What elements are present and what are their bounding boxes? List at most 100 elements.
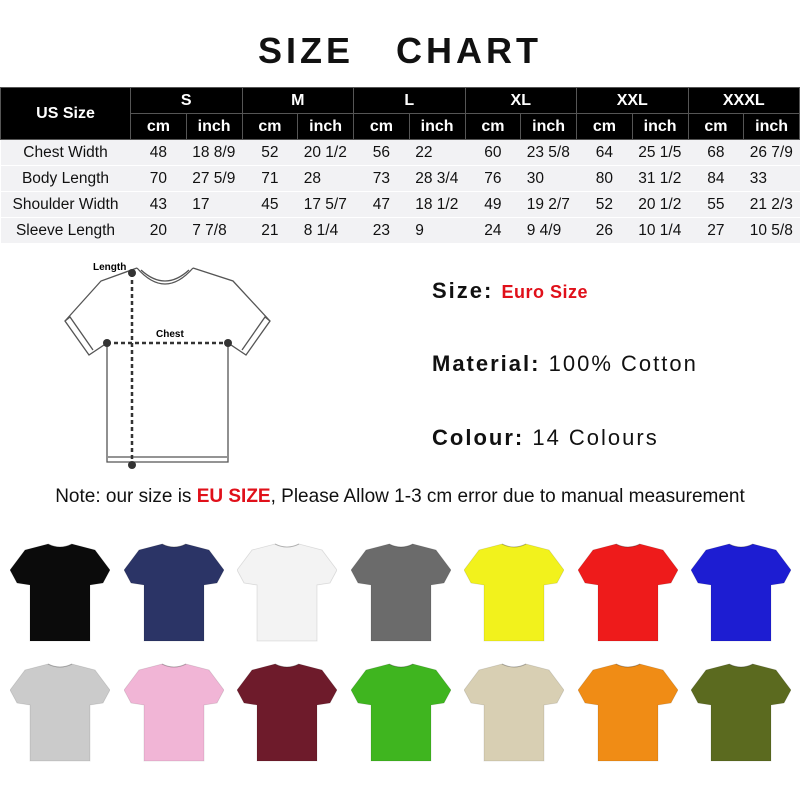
unit-header-cm: cm	[576, 113, 633, 140]
tshirt-icon	[123, 663, 224, 762]
table-cell: 28	[297, 165, 354, 192]
unit-header-cm: cm	[130, 113, 187, 140]
table-cell: 73	[353, 165, 410, 192]
color-swatch-tshirt[interactable]	[9, 543, 111, 643]
size-header-l: L	[353, 87, 466, 114]
row-label: Shoulder Width	[0, 191, 131, 218]
table-cell: 18 8/9	[186, 139, 242, 166]
table-cell: 21	[242, 217, 298, 244]
size-table: US Size S M L XL XXL XXXL cm inch cm inch cm inch cm…	[0, 87, 800, 244]
table-cell: 48	[130, 139, 187, 166]
tshirt-icon	[9, 663, 111, 762]
size-header-xl: XL	[464, 87, 577, 114]
tshirt-icon	[9, 543, 111, 642]
table-cell: 7 7/8	[186, 217, 242, 244]
color-swatch-tshirt[interactable]	[690, 543, 792, 643]
table-cell: 27	[688, 217, 744, 244]
size-header-s: S	[130, 87, 243, 114]
color-swatch-tshirt[interactable]	[236, 663, 338, 763]
tshirt-icon	[236, 663, 338, 762]
table-cell: 27 5/9	[186, 165, 242, 192]
table-cell: 19 2/7	[520, 191, 577, 218]
tshirt-icon	[577, 663, 678, 762]
color-swatch-tshirt[interactable]	[577, 543, 678, 643]
unit-header-inch: inch	[297, 113, 354, 140]
size-header-xxxl: XXXL	[687, 87, 800, 114]
row-label: Chest Width	[0, 139, 131, 166]
table-row: Sleeve Length 20 7 7/8 21 8 1/4 23 9 24 9 4/9 26 1…	[0, 217, 800, 244]
table-cell: 71	[242, 165, 298, 192]
chest-label: Chest	[156, 329, 184, 340]
colour-info: Colour: 14 Colours	[432, 425, 659, 450]
table-cell: 43	[130, 191, 187, 218]
table-cell: 23 5/8	[520, 139, 577, 166]
tshirt-measurement-diagram: Length Chest	[64, 262, 271, 469]
tshirt-icon	[463, 543, 565, 642]
color-swatch-tshirt[interactable]	[123, 663, 224, 763]
color-swatch-tshirt[interactable]	[123, 543, 224, 643]
table-cell: 76	[465, 165, 521, 192]
table-cell: 64	[576, 139, 633, 166]
unit-header-cm: cm	[687, 113, 745, 140]
unit-header-cm: cm	[353, 113, 410, 140]
table-cell: 20 1/2	[297, 139, 354, 166]
table-row: Shoulder Width 43 17 45 17 5/7 47 18 1/2 49 19 2…	[0, 191, 800, 218]
table-cell: 17 5/7	[297, 191, 354, 218]
unit-header-cm: cm	[464, 113, 522, 140]
material-info: Material: 100% Cotton	[432, 351, 698, 376]
color-swatch-tshirt[interactable]	[350, 543, 451, 643]
tshirt-icon	[123, 543, 224, 642]
color-swatch-tshirt[interactable]	[463, 663, 565, 763]
unit-header-cm: cm	[241, 113, 299, 140]
color-swatch-tshirt[interactable]	[577, 663, 678, 763]
table-cell: 20 1/2	[632, 191, 688, 218]
table-cell: 23	[353, 217, 410, 244]
table-cell: 18 1/2	[409, 191, 465, 218]
table-cell: 17	[186, 191, 242, 218]
table-cell: 70	[130, 165, 187, 192]
table-cell: 49	[465, 191, 521, 218]
table-cell: 26	[576, 217, 633, 244]
table-cell: 31 1/2	[632, 165, 688, 192]
tshirt-icon	[690, 543, 792, 642]
table-cell: 80	[576, 165, 633, 192]
unit-header-inch: inch	[743, 113, 800, 140]
table-row: Body Length 70 27 5/9 71 28 73 28 3/4 76 30 80 31 …	[0, 165, 800, 192]
table-cell: 22	[409, 139, 465, 166]
size-info: Size: Euro Size	[432, 278, 589, 303]
color-swatch-tshirt[interactable]	[9, 663, 111, 763]
size-header-xxl: XXL	[576, 87, 689, 114]
page-title: SIZE CHART	[258, 30, 542, 71]
table-cell: 9 4/9	[520, 217, 577, 244]
tshirt-icon	[690, 663, 792, 762]
table-cell: 56	[353, 139, 410, 166]
color-swatch-tshirt[interactable]	[236, 543, 338, 643]
table-cell: 68	[688, 139, 744, 166]
table-cell: 30	[520, 165, 577, 192]
table-cell: 9	[409, 217, 465, 244]
length-label: Length	[93, 262, 126, 273]
color-swatch-tshirt[interactable]	[463, 543, 565, 643]
table-cell: 25 1/5	[632, 139, 688, 166]
table-cell: 55	[688, 191, 744, 218]
row-label: Sleeve Length	[0, 217, 131, 244]
unit-header-inch: inch	[185, 113, 243, 140]
unit-header-inch: inch	[408, 113, 466, 140]
table-cell: 10 5/8	[743, 217, 800, 244]
table-row: Chest Width 48 18 8/9 52 20 1/2 56 22 60 23 5/8 6…	[0, 139, 800, 166]
unit-header-inch: inch	[631, 113, 689, 140]
tshirt-icon	[350, 543, 451, 642]
table-cell: 60	[465, 139, 521, 166]
table-cell: 47	[353, 191, 410, 218]
tshirt-icon	[577, 543, 678, 642]
table-cell: 10 1/4	[632, 217, 688, 244]
tshirt-icon	[463, 663, 565, 762]
tshirt-icon	[236, 543, 338, 642]
us-size-header: US Size	[0, 87, 131, 140]
color-swatch-tshirt[interactable]	[350, 663, 451, 763]
color-swatch-tshirt[interactable]	[690, 663, 792, 763]
table-cell: 21 2/3	[743, 191, 800, 218]
table-cell: 84	[688, 165, 744, 192]
unit-header-inch: inch	[520, 113, 577, 140]
tshirt-icon	[350, 663, 451, 762]
